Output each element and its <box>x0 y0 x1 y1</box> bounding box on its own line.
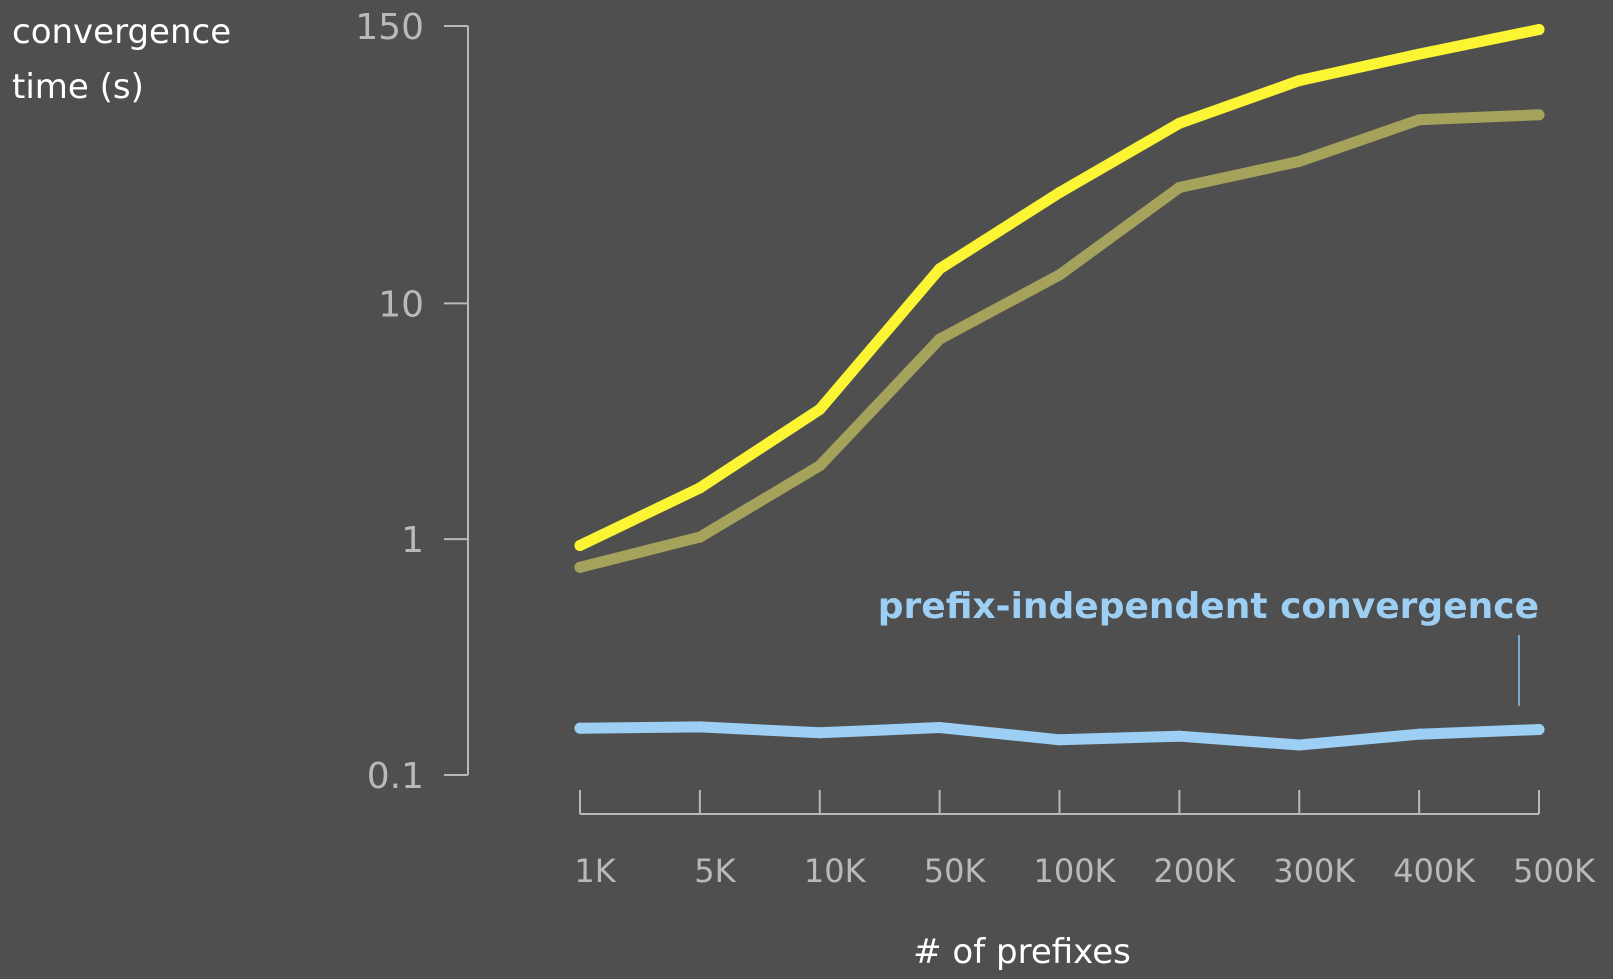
series-1-point <box>934 263 946 275</box>
series-2-point <box>694 531 706 543</box>
x-tick-label: 200K <box>1153 852 1236 890</box>
series-2-point <box>814 460 826 472</box>
x-tick-label: 5K <box>694 852 736 890</box>
series-1-point <box>1054 187 1065 199</box>
x-tick-label: 10K <box>804 852 867 890</box>
series-1-point <box>1173 117 1185 129</box>
annotation-layer: prefix-independent convergence <box>878 586 1539 706</box>
series-layer <box>574 23 1545 751</box>
series-2-point <box>574 561 586 573</box>
x-tick-label: 500K <box>1513 852 1596 890</box>
y-tick-label: 10 <box>378 284 424 325</box>
x-axis: 1K 5K 10K 50K 100K 200K 300K 400K 500K <box>574 790 1596 890</box>
y-tick-label: 0.1 <box>367 756 424 797</box>
series-1-point <box>1413 48 1425 60</box>
series-3-point <box>574 722 586 734</box>
series-2-point <box>1054 269 1065 281</box>
series-2-point <box>934 333 946 345</box>
series-1-point <box>694 482 706 494</box>
series-2-point <box>1173 181 1185 193</box>
series-3-point <box>1293 739 1305 751</box>
series-1-point <box>1293 75 1305 87</box>
y-axis-label-line-1: convergence <box>12 12 231 52</box>
y-tick-label: 150 <box>355 7 424 48</box>
series-1-point <box>574 540 586 552</box>
series-2-point <box>1413 114 1425 126</box>
series-2-point <box>1533 109 1545 121</box>
x-tick-label: 1K <box>574 852 616 890</box>
x-axis-label: # of prefixes <box>913 932 1131 972</box>
series-1-point <box>814 403 826 415</box>
x-tick-label: 100K <box>1033 852 1116 890</box>
series-3-point <box>1054 734 1065 746</box>
series-2-point <box>1293 155 1305 167</box>
x-tick-label: 400K <box>1393 852 1476 890</box>
series-3-point <box>814 727 826 739</box>
series-3-point <box>934 722 946 734</box>
series-1-point <box>1533 23 1545 35</box>
series-3-point <box>694 721 706 733</box>
series-3-point <box>1413 728 1425 740</box>
annotation-label: prefix-independent convergence <box>878 586 1539 627</box>
series-3-point <box>1533 723 1545 735</box>
x-tick-label: 50K <box>924 852 987 890</box>
x-tick-label: 300K <box>1273 852 1356 890</box>
y-tick-label: 1 <box>401 520 424 561</box>
series-3-point <box>1173 730 1185 742</box>
y-axis: 150 10 1 0.1 <box>355 7 469 797</box>
y-axis-label-line-2: time (s) <box>12 67 144 107</box>
